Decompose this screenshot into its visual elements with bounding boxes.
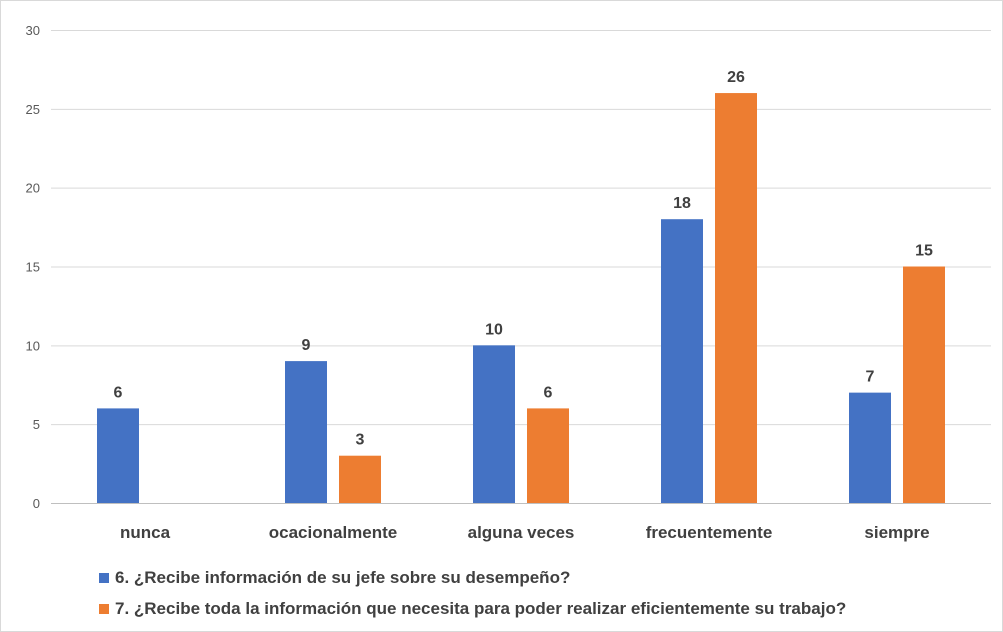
bar-series-2 <box>527 408 569 503</box>
y-tick-label: 15 <box>26 260 40 275</box>
legend-label-series-1: 6. ¿Recibe información de su jefe sobre … <box>115 567 571 587</box>
bar-series-2 <box>903 266 945 503</box>
data-label: 15 <box>915 243 933 260</box>
y-axis-ticks: 0 5 10 15 20 25 30 <box>26 23 40 511</box>
y-tick-label: 20 <box>26 181 40 196</box>
legend-label-series-2: 7. ¿Recibe toda la información que neces… <box>115 598 847 618</box>
data-label: 9 <box>302 337 311 354</box>
x-category-label: nunca <box>120 523 171 542</box>
y-tick-label: 5 <box>33 417 40 432</box>
gridlines <box>51 30 991 504</box>
legend-item-series-2: 7. ¿Recibe toda la información que neces… <box>99 593 989 624</box>
legend: 6. ¿Recibe información de su jefe sobre … <box>99 562 989 624</box>
data-label: 3 <box>356 432 365 449</box>
legend-swatch-series-2 <box>99 603 109 614</box>
bar-series-1 <box>661 219 703 503</box>
bar-series-1 <box>285 361 327 503</box>
y-tick-label: 30 <box>26 23 40 38</box>
y-tick-label: 0 <box>33 496 40 511</box>
bar-series-2 <box>339 455 381 503</box>
data-label: 18 <box>673 195 691 212</box>
x-category-label: frecuentemente <box>646 523 773 542</box>
data-labels: 6 9 3 10 6 18 26 7 15 <box>114 69 933 449</box>
bar-series-1 <box>473 345 515 503</box>
bar-series-1 <box>97 408 139 503</box>
data-label: 6 <box>544 384 553 401</box>
x-category-label: ocacionalmente <box>269 523 398 542</box>
bar-series-2 <box>715 93 757 504</box>
y-tick-label: 10 <box>26 338 40 353</box>
legend-item-series-1: 6. ¿Recibe información de su jefe sobre … <box>99 562 989 593</box>
x-category-label: alguna veces <box>468 523 575 542</box>
data-label: 10 <box>485 321 503 338</box>
data-label: 6 <box>114 384 123 401</box>
y-tick-label: 25 <box>26 102 40 117</box>
data-label: 26 <box>727 69 745 86</box>
x-category-label: siempre <box>864 523 929 542</box>
bar-series-1 <box>849 392 891 503</box>
bars <box>97 93 945 504</box>
legend-swatch-series-1 <box>99 572 109 583</box>
data-label: 7 <box>866 369 875 386</box>
x-axis-categories: nunca ocacionalmente alguna veces frecuente… <box>120 523 930 542</box>
